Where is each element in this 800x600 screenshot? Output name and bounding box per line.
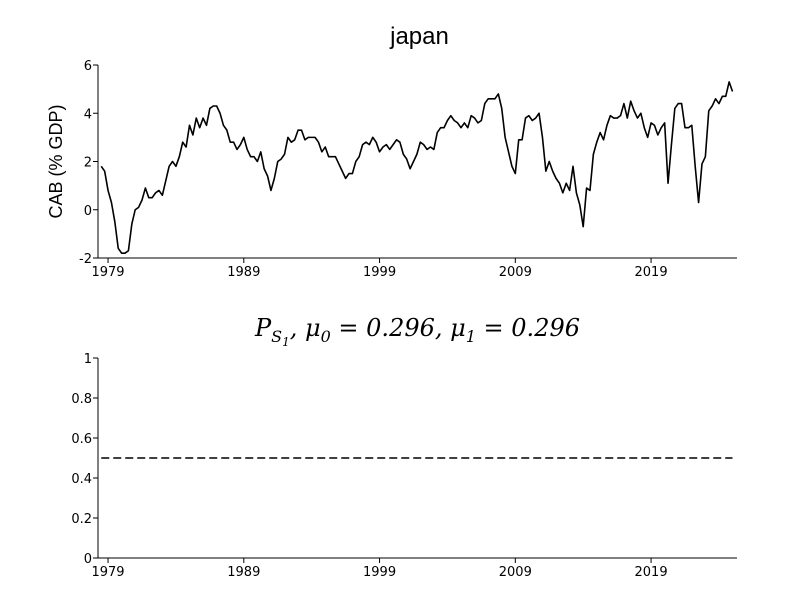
y-axis-label: CAB (% GDP) [46,104,66,218]
x-tick-label: 1979 [91,565,124,580]
y-tick-label: 2 [84,156,92,171]
x-tick-label: 1999 [363,265,396,280]
title-part: 1 [466,327,476,346]
title-part: S [271,327,282,346]
x-tick-label: 1979 [91,265,124,280]
title-part: 1 [282,335,290,349]
x-tick-label: 2009 [499,265,532,280]
x-tick-label: 2019 [635,565,668,580]
title-part: 0 [321,327,331,346]
y-tick-label: 1 [84,352,92,367]
data-line [100,81,734,254]
y-tick-label: 6 [84,59,92,74]
title-part: = 0.296 [476,314,580,342]
y-tick-label: 0 [84,204,92,219]
y-tick-label: 0.2 [71,512,92,527]
y-tick-label: 0 [84,552,92,567]
x-tick-label: 2019 [635,265,668,280]
x-tick-label: 2009 [499,565,532,580]
y-tick-label: 0.4 [71,472,92,487]
title-part: = 0.296, μ [331,314,466,342]
y-tick-label: 4 [84,107,92,122]
y-tick-label: -2 [79,252,92,267]
title-part: , μ [290,314,321,342]
x-tick-label: 1989 [227,565,260,580]
chart-title: PS1, μ0 = 0.296, μ1 = 0.296 [254,314,580,349]
chart-title: japan [389,23,449,50]
y-tick-label: 0.8 [71,392,92,407]
y-tick-label: 0.6 [71,432,92,447]
title-part: P [254,314,272,342]
x-tick-label: 1999 [363,565,396,580]
x-tick-label: 1989 [227,265,260,280]
